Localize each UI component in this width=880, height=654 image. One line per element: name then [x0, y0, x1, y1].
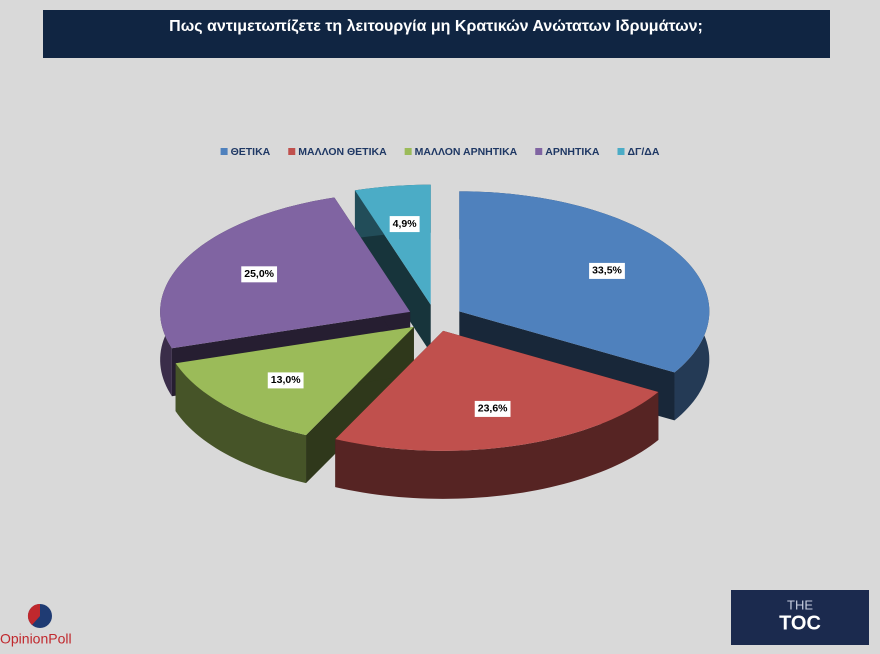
- toc-logo: THE TOC: [731, 590, 869, 645]
- slice: [160, 197, 411, 349]
- logo-text: OpinionPoll: [0, 631, 72, 647]
- title-bar: [43, 10, 830, 58]
- legend-label: ΑΡΝΗΤΙΚΑ: [545, 146, 600, 158]
- logo-box: [731, 590, 869, 645]
- legend: ΘΕΤΙΚΑ ΜΑΛΛΟΝ ΘΕΤΙΚΑ ΜΑΛΛΟΝ ΑΡΝΗΤΙΚΑ ΑΡΝΗΤΙ…: [220, 146, 660, 158]
- legend-label: ΜΑΛΛΟΝ ΑΡΝΗΤΙΚΑ: [415, 146, 518, 158]
- data-label-box: [267, 372, 304, 389]
- legend-swatch: [404, 148, 412, 155]
- opinionpoll-logo: OpinionPoll: [0, 603, 72, 647]
- data-label-box: [589, 262, 625, 279]
- chart-title: Πως αντιμετωπίζετε τη λειτουργία μη Κρατ…: [169, 18, 703, 35]
- data-label-box: [389, 216, 420, 233]
- legend-swatch: [535, 148, 543, 155]
- slice-wall: [335, 391, 659, 499]
- logo-circle-part: [27, 603, 40, 625]
- legend-swatch: [617, 148, 625, 155]
- data-label-box: [241, 266, 278, 283]
- legend-label: ΘΕΤΙΚΑ: [231, 146, 271, 158]
- legend-swatch: [288, 148, 296, 155]
- data-label: 4,9%: [393, 218, 418, 230]
- legend-label: ΜΑΛΛΟΝ ΘΕΤΙΚΑ: [298, 146, 387, 158]
- legend-swatch: [220, 148, 228, 155]
- data-label: 23,6%: [478, 403, 508, 415]
- logo-text: THE: [787, 597, 813, 612]
- slice: [335, 330, 659, 499]
- logo-text: TOC: [779, 612, 821, 634]
- data-label: 13,0%: [271, 374, 301, 386]
- legend-label: ΔΓ/ΔΑ: [628, 146, 660, 158]
- slice: [335, 330, 659, 451]
- data-label-box: [474, 400, 511, 417]
- slice: [459, 191, 710, 373]
- slice-wall: [175, 363, 307, 484]
- data-label: 25,0%: [244, 268, 274, 280]
- slice: [354, 184, 431, 305]
- pie: 33,5% 23,6% 13,0% 25,0% 4,9%: [160, 184, 710, 499]
- data-label: 33,5%: [592, 265, 622, 277]
